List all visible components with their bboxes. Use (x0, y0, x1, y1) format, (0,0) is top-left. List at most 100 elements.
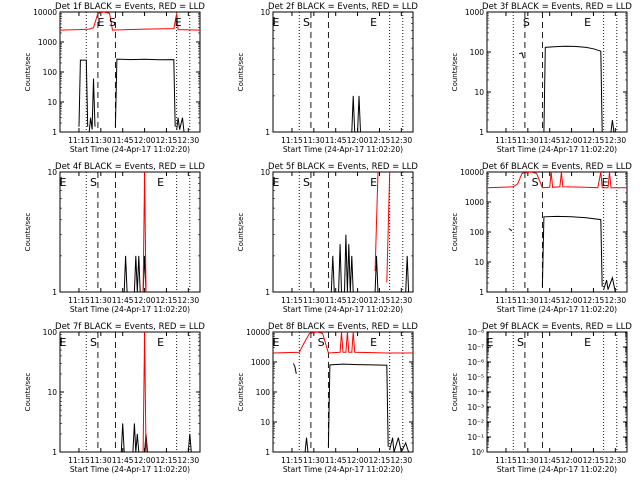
x-tick-label: 11:15 (495, 296, 517, 305)
x-tick-label: 11:30 (303, 456, 325, 465)
x-tick-label: 12:00 (347, 456, 369, 465)
events-series-line (344, 234, 354, 292)
x-tick-label: 12:30 (391, 456, 413, 465)
lld-series-line (142, 172, 147, 292)
interval-marker-e: E (272, 336, 279, 349)
x-tick-label: 12:00 (134, 296, 156, 305)
x-tick-label: 12:00 (561, 136, 583, 145)
x-tick-label: 11:15 (495, 136, 517, 145)
y-tick-label: 1000 (251, 358, 270, 367)
x-tick-label: 12:00 (347, 136, 369, 145)
plot-frame (272, 171, 414, 293)
panel-det-7: Det 7f BLACK = Events, RED = LLD 1 10 100 Co… (24, 322, 205, 474)
x-tick-label: 11:15 (68, 136, 90, 145)
x-tick-label: 12:15 (156, 456, 178, 465)
interval-marker-s: S (523, 16, 530, 29)
x-tick-label: 11:30 (90, 456, 112, 465)
y-tick-label: 10⁻⁵ (467, 373, 484, 382)
panel-det-8: Det 8f BLACK = Events, RED = LLD 1 10 100 10… (237, 322, 418, 474)
y-tick-label: 10⁻⁷ (467, 343, 484, 352)
y-tick-label: 10000 (33, 8, 57, 17)
y-tick-label: 10⁰ (471, 448, 484, 457)
events-series-line (114, 58, 176, 127)
lld-series-line (386, 172, 391, 283)
plot-title: Det 4f BLACK = Events, RED = LLD (55, 162, 205, 172)
plot-title: Det 5f BLACK = Events, RED = LLD (268, 162, 418, 172)
y-tick-label: 1000 (465, 8, 484, 17)
events-series-line (120, 423, 125, 452)
x-tick-label: 11:15 (495, 456, 517, 465)
plot-frame (59, 171, 201, 293)
x-tick-label: 12:15 (369, 456, 391, 465)
y-tick-label: 100 (470, 48, 485, 57)
lld-series-line (142, 332, 147, 452)
x-axis-title: Start Time (24-Apr-17 11:02:20) (497, 305, 617, 314)
x-tick-label: 12:00 (347, 296, 369, 305)
x-tick-label: 11:15 (281, 136, 303, 145)
y-tick-label: 10 (260, 418, 270, 427)
interval-marker-s: S (90, 176, 97, 189)
x-tick-label: 12:30 (178, 296, 200, 305)
lld-series-line (487, 172, 627, 189)
interval-marker-e: E (157, 336, 164, 349)
interval-marker-e: E (59, 336, 66, 349)
x-tick-label: 12:30 (391, 136, 413, 145)
x-tick-label: 11:30 (517, 136, 539, 145)
events-series-line (541, 215, 603, 287)
y-axis-title: Counts/sec (451, 373, 459, 412)
interval-marker-s: S (517, 336, 524, 349)
x-tick-label: 11:45 (325, 136, 347, 145)
y-axis-title: Counts/sec (237, 53, 245, 92)
interval-marker-e: E (370, 176, 377, 189)
y-tick-label: 10⁻³ (467, 403, 484, 412)
x-axis-title: Start Time (24-Apr-17 11:02:20) (70, 305, 190, 314)
events-series-line (327, 363, 389, 447)
plot-frame (486, 331, 628, 453)
plot-title: Det 1f BLACK = Events, RED = LLD (55, 2, 205, 12)
interval-marker-e: E (97, 16, 104, 29)
x-tick-label: 12:30 (605, 296, 627, 305)
y-axis-title: Counts/sec (24, 53, 32, 92)
interval-marker-e: E (370, 336, 377, 349)
lld-series-line (60, 12, 200, 31)
y-tick-label: 10⁻⁶ (467, 358, 484, 367)
events-series-line (508, 228, 513, 232)
interval-marker-s: S (318, 336, 325, 349)
y-tick-label: 100 (43, 68, 58, 77)
interval-marker-e: E (157, 176, 164, 189)
y-tick-label: 1 (52, 288, 57, 297)
events-series-line (389, 437, 410, 452)
x-tick-label: 11:30 (517, 456, 539, 465)
interval-marker-s: S (532, 176, 539, 189)
lld-series-line (374, 172, 379, 271)
y-tick-label: 1000 (465, 198, 484, 207)
interval-marker-s: S (90, 336, 97, 349)
x-axis-title: Start Time (24-Apr-17 11:02:20) (497, 465, 617, 474)
x-tick-label: 11:45 (539, 456, 561, 465)
x-tick-label: 12:30 (391, 296, 413, 305)
events-series-line (405, 255, 410, 292)
events-series-line (351, 95, 356, 132)
events-series-line (132, 423, 140, 452)
events-series-line (338, 244, 342, 292)
events-series-line (543, 45, 603, 132)
x-tick-label: 12:30 (178, 136, 200, 145)
events-series-line (330, 255, 335, 292)
x-axis-title: Start Time (24-Apr-17 11:02:20) (283, 305, 403, 314)
interval-marker-e: E (584, 16, 591, 29)
x-tick-label: 11:45 (325, 296, 347, 305)
interval-marker-e: E (584, 336, 591, 349)
x-tick-label: 11:30 (303, 136, 325, 145)
x-tick-label: 12:00 (561, 456, 583, 465)
plot-frame (486, 11, 628, 133)
interval-marker-e: E (175, 16, 182, 29)
y-tick-label: 100 (256, 388, 271, 397)
y-axis-title: Counts/sec (237, 373, 245, 412)
x-tick-label: 12:00 (134, 456, 156, 465)
interval-marker-s: S (303, 176, 310, 189)
y-tick-label: 10⁻⁸ (467, 328, 484, 337)
y-axis-title: Counts/sec (24, 213, 32, 252)
x-tick-label: 11:45 (325, 456, 347, 465)
interval-marker-e: E (272, 16, 279, 29)
